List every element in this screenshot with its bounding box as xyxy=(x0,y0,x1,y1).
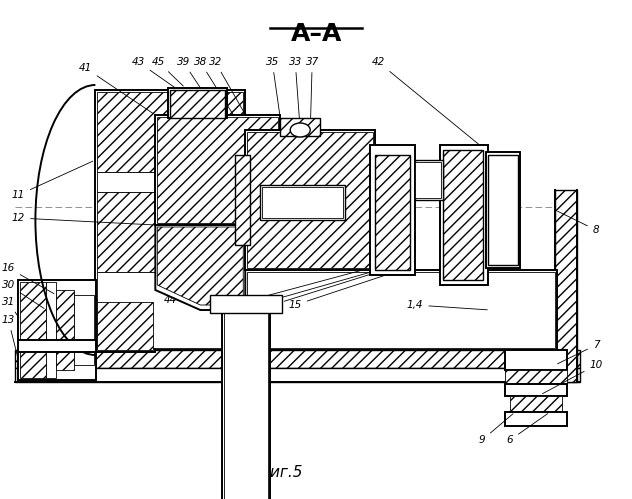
Text: 44: 44 xyxy=(164,295,233,309)
Text: 7: 7 xyxy=(557,340,599,364)
Bar xyxy=(440,145,488,285)
Bar xyxy=(235,155,250,245)
Bar xyxy=(260,185,345,220)
Bar xyxy=(415,162,441,198)
Text: 2,14: 2,14 xyxy=(221,269,367,310)
Bar xyxy=(280,118,320,136)
Bar xyxy=(443,150,483,280)
Text: 39: 39 xyxy=(177,57,219,116)
Bar xyxy=(155,115,280,225)
Bar xyxy=(375,155,410,270)
Bar xyxy=(95,90,245,350)
Bar xyxy=(18,340,96,352)
Bar xyxy=(97,302,154,350)
Bar xyxy=(20,282,46,378)
Bar xyxy=(370,145,415,275)
Text: 42: 42 xyxy=(372,57,486,150)
Text: 9: 9 xyxy=(479,414,513,445)
Bar xyxy=(486,152,520,268)
Bar xyxy=(75,295,94,365)
Bar xyxy=(95,300,155,352)
Bar xyxy=(97,92,243,172)
Text: 15: 15 xyxy=(289,266,413,310)
Polygon shape xyxy=(155,225,245,310)
Text: 1,4: 1,4 xyxy=(407,300,487,310)
Bar xyxy=(224,312,268,499)
Bar xyxy=(222,310,270,499)
Text: 32: 32 xyxy=(209,57,246,116)
Bar xyxy=(97,192,243,272)
Text: 12: 12 xyxy=(12,213,152,225)
Text: 37: 37 xyxy=(306,57,319,129)
Bar xyxy=(15,350,580,368)
Bar xyxy=(245,270,557,350)
Bar xyxy=(97,172,243,192)
Text: 36: 36 xyxy=(248,269,382,310)
Text: 40: 40 xyxy=(179,295,243,309)
Text: 13: 13 xyxy=(2,315,18,357)
Text: 33: 33 xyxy=(289,57,302,127)
Text: 11: 11 xyxy=(12,161,93,200)
Text: 43: 43 xyxy=(131,57,176,88)
Bar xyxy=(415,160,443,200)
Bar xyxy=(247,132,373,268)
Bar xyxy=(18,280,96,380)
Bar xyxy=(505,412,567,426)
Bar xyxy=(97,272,243,348)
Bar xyxy=(56,290,75,370)
Text: 10: 10 xyxy=(542,360,603,394)
Bar xyxy=(555,190,577,382)
Bar xyxy=(245,130,375,270)
Text: 34: 34 xyxy=(231,305,246,347)
Bar xyxy=(505,370,567,384)
Text: А–А: А–А xyxy=(291,22,342,46)
Text: 8: 8 xyxy=(557,211,599,235)
Bar xyxy=(510,396,562,412)
Bar xyxy=(505,384,567,396)
Bar xyxy=(170,90,225,118)
Text: 30: 30 xyxy=(2,280,44,308)
Polygon shape xyxy=(157,227,243,305)
Text: фиг.5: фиг.5 xyxy=(257,465,303,480)
Text: 6: 6 xyxy=(507,414,548,445)
Bar xyxy=(488,155,518,265)
Bar xyxy=(262,187,343,218)
Text: 35: 35 xyxy=(265,57,280,115)
Text: 23: 23 xyxy=(265,266,398,310)
Bar xyxy=(247,272,555,348)
Text: 31: 31 xyxy=(2,297,19,318)
Bar xyxy=(168,88,228,118)
Text: 41: 41 xyxy=(79,63,153,113)
Bar xyxy=(15,368,580,382)
Bar xyxy=(210,295,283,313)
Text: 38: 38 xyxy=(193,57,234,116)
Text: 16: 16 xyxy=(2,263,54,293)
Bar xyxy=(46,282,56,378)
Text: 45: 45 xyxy=(152,57,183,86)
Bar xyxy=(157,117,278,223)
Ellipse shape xyxy=(290,123,310,137)
Bar xyxy=(505,350,567,370)
